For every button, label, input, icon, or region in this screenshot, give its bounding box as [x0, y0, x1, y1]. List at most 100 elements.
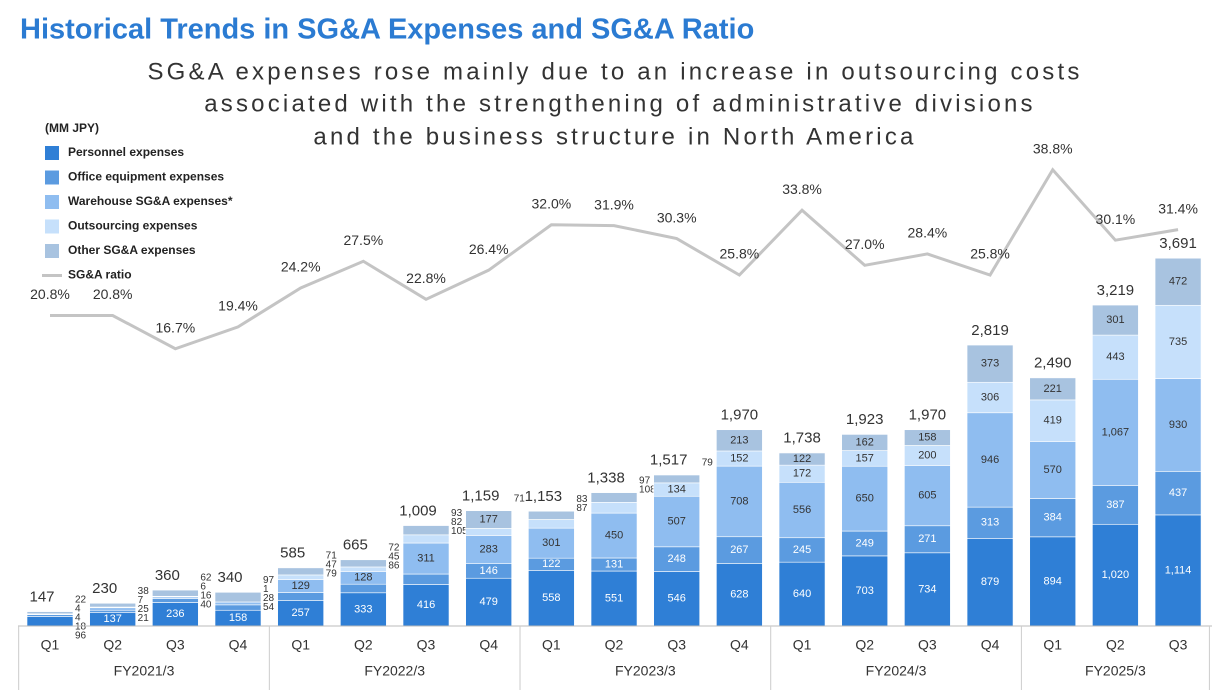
- total-label: 1,738: [783, 430, 821, 447]
- bar-segment: [403, 574, 449, 584]
- x-tick-label: Q4: [981, 637, 1000, 653]
- segment-label: 158: [229, 612, 247, 624]
- segment-label: 71: [514, 493, 526, 504]
- segment-label: 437: [1169, 487, 1187, 499]
- total-label: 340: [217, 569, 242, 586]
- bar-segment: [591, 493, 637, 503]
- segment-label: 249: [856, 537, 874, 549]
- ratio-label: 27.0%: [845, 236, 885, 252]
- segment-label: 162: [856, 436, 874, 448]
- segment-label: 236: [166, 608, 184, 620]
- segment-label: 605: [918, 490, 936, 502]
- segment-label: 122: [542, 558, 560, 570]
- x-tick-label: Q2: [354, 637, 373, 653]
- segment-label: 146: [480, 565, 498, 577]
- ratio-label: 33.8%: [782, 181, 822, 197]
- segment-label: 245: [793, 544, 811, 556]
- bar-segment: [340, 567, 386, 571]
- group-label: FY2022/3: [364, 663, 425, 679]
- segment-label: 131: [605, 558, 623, 570]
- segment-label: 1,020: [1102, 569, 1130, 581]
- legend-swatch: [45, 244, 59, 258]
- legend-swatch: [45, 195, 59, 209]
- bar-segment: [528, 519, 574, 528]
- segment-label: 546: [668, 593, 686, 605]
- x-tick-label: Q3: [918, 637, 937, 653]
- segment-label: 79: [326, 568, 338, 579]
- ratio-label: 30.1%: [1096, 211, 1136, 227]
- segment-label: 158: [918, 432, 936, 444]
- segment-label: 556: [793, 504, 811, 516]
- segment-label: 267: [730, 544, 748, 556]
- segment-label: 54: [263, 602, 275, 613]
- bar-segment: [152, 598, 198, 602]
- total-label: 1,970: [721, 407, 759, 424]
- x-tick-label: Q1: [41, 637, 60, 653]
- x-tick-label: Q4: [730, 637, 749, 653]
- segment-label: 128: [354, 572, 372, 584]
- segment-label: 628: [730, 589, 748, 601]
- x-tick-label: Q3: [417, 637, 436, 653]
- segment-label: 570: [1044, 464, 1062, 476]
- legend-label: SG&A ratio: [68, 268, 132, 282]
- segment-label: 703: [856, 585, 874, 597]
- legend-label: Office equipment expenses: [68, 170, 224, 184]
- total-label: 1,159: [462, 487, 500, 504]
- total-label: 2,819: [971, 322, 1009, 339]
- chart-title: Historical Trends in SG&A Expenses and S…: [20, 14, 754, 46]
- group-label: FY2021/3: [114, 663, 175, 679]
- total-label: 1,153: [525, 488, 563, 505]
- ratio-label: 30.3%: [657, 209, 697, 225]
- segment-label: 122: [793, 453, 811, 465]
- segment-label: 507: [668, 515, 686, 527]
- ratio-label: 38.8%: [1033, 140, 1073, 156]
- bar-segment: [528, 511, 574, 519]
- total-label: 3,219: [1097, 282, 1135, 299]
- bar-segment: [403, 535, 449, 543]
- legend-label: Other SG&A expenses: [68, 243, 196, 257]
- total-label: 147: [29, 588, 54, 605]
- bar-segment: [90, 610, 136, 612]
- ratio-label: 25.8%: [970, 246, 1010, 262]
- total-label: 665: [343, 537, 368, 554]
- segment-label: 930: [1169, 419, 1187, 431]
- ratio-label: 20.8%: [30, 286, 70, 302]
- segment-label: 419: [1044, 415, 1062, 427]
- ratio-label: 31.4%: [1158, 200, 1198, 216]
- segment-label: 946: [981, 454, 999, 466]
- segment-label: 387: [1106, 499, 1124, 511]
- segment-label: 306: [981, 391, 999, 403]
- segment-label: 157: [856, 452, 874, 464]
- ratio-label: 16.7%: [155, 319, 195, 335]
- x-tick-label: Q1: [542, 637, 561, 653]
- x-tick-label: Q3: [166, 637, 185, 653]
- segment-label: 640: [793, 588, 811, 600]
- segment-label: 79: [702, 458, 714, 469]
- legend-label: Warehouse SG&A expenses*: [68, 194, 233, 208]
- subtitle: associated with the strengthening of adm…: [204, 90, 1036, 117]
- segment-label: 650: [856, 493, 874, 505]
- segment-label: 450: [605, 529, 623, 541]
- segment-label: 479: [480, 596, 498, 608]
- ratio-label: 31.9%: [594, 196, 634, 212]
- x-tick-label: Q2: [605, 637, 624, 653]
- segment-label: 1,114: [1165, 564, 1192, 576]
- x-tick-label: Q1: [793, 637, 812, 653]
- segment-label: 213: [730, 434, 748, 446]
- bar-segment: [27, 612, 73, 614]
- bar-segment: [466, 528, 512, 535]
- total-label: 1,923: [846, 411, 884, 428]
- segment-label: 1,067: [1102, 426, 1130, 438]
- legend-label: Personnel expenses: [68, 145, 184, 159]
- bar-segment: [215, 592, 261, 602]
- subtitle: and the business structure in North Amer…: [313, 123, 916, 150]
- bar-segment: [215, 602, 261, 605]
- segment-label: 177: [480, 513, 498, 525]
- segment-label: 301: [1106, 314, 1124, 326]
- segment-label: 373: [981, 358, 999, 370]
- total-label: 230: [92, 580, 117, 597]
- segment-label: 152: [730, 452, 748, 464]
- x-tick-label: Q4: [479, 637, 498, 653]
- ratio-label: 19.4%: [218, 298, 258, 314]
- segment-label: 472: [1169, 276, 1187, 288]
